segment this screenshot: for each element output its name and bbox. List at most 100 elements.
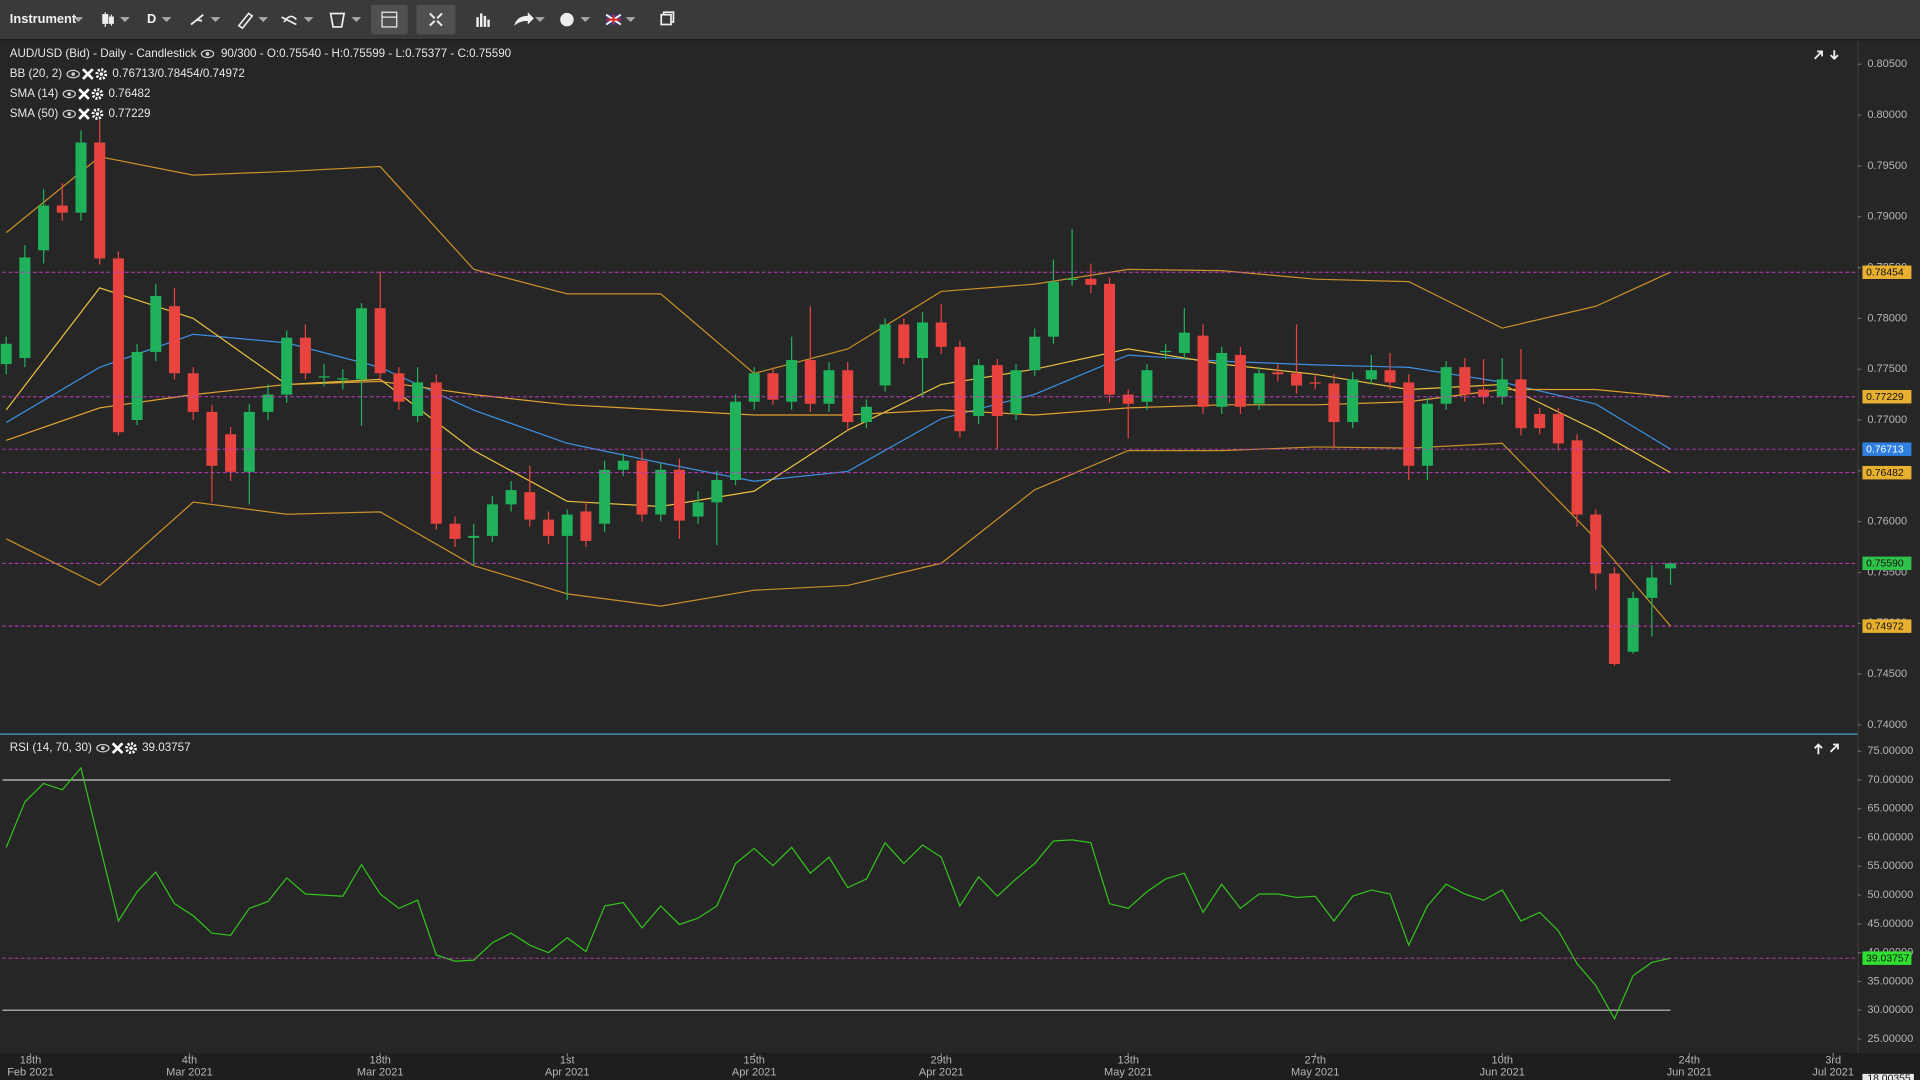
candle-body <box>1309 382 1321 384</box>
candle-body <box>75 142 87 213</box>
price-panel: 0.740000.745000.750000.755000.760000.765… <box>0 40 1912 1054</box>
x-tick-label: 15th Apr 2021 <box>732 1054 777 1078</box>
candle-body <box>131 351 143 421</box>
candle-body <box>1029 336 1041 371</box>
level-label: 0.76713 <box>1866 445 1904 456</box>
level-label: 0.77229 <box>1866 392 1904 403</box>
candle-body <box>767 373 779 400</box>
rsi-panel: 25.0000030.0000035.0000040.0000045.00000… <box>0 741 1920 1080</box>
settings-icon <box>95 92 100 96</box>
chart-type-button[interactable] <box>102 12 114 27</box>
x-tick-label: 24th Jun 2021 <box>1667 1054 1712 1078</box>
candle-body <box>542 519 555 536</box>
theme-button[interactable] <box>560 12 574 27</box>
indicator-name: RSI (14, 70, 30) <box>10 741 92 754</box>
level-label-bg <box>1862 951 1912 965</box>
indicator-value: 0.77229 <box>108 107 150 120</box>
candle-body <box>430 382 442 524</box>
candle-body <box>561 514 573 536</box>
candle-body <box>617 460 629 470</box>
y-tick-label: 60.00000 <box>1867 831 1913 843</box>
candle-body <box>1178 332 1190 353</box>
eye-icon <box>66 69 80 79</box>
candle-body <box>468 535 480 538</box>
candle-body <box>187 373 199 412</box>
level-label-bg <box>1862 265 1912 279</box>
eye-icon <box>67 92 72 96</box>
level-label-bg <box>1862 619 1912 633</box>
candle-body <box>711 479 723 503</box>
candle-body <box>1253 373 1265 404</box>
candle-body <box>823 370 835 404</box>
y-tick-label: 0.79000 <box>1867 211 1907 223</box>
y-tick-label: 0.77500 <box>1867 363 1907 375</box>
dropdown-arrow <box>580 17 591 23</box>
candle-body <box>262 394 274 412</box>
layout-button[interactable] <box>371 4 408 35</box>
candle-body <box>748 373 760 402</box>
x-tick-label-line: Feb 2021 <box>7 1067 54 1079</box>
x-tick-label-line: Apr 2021 <box>919 1067 964 1079</box>
y-tick-label: 0.80500 <box>1867 58 1907 70</box>
eye-icon <box>205 52 210 56</box>
x-tick-label-line: 18th <box>20 1054 41 1066</box>
candle-body <box>56 205 68 213</box>
candle-body <box>243 411 255 472</box>
candle-body <box>505 490 517 505</box>
indicator-value: 0.76482 <box>108 87 150 100</box>
y-tick-label: 45.00000 <box>1867 918 1913 930</box>
candle-body <box>692 502 704 517</box>
y-tick-label: 25.00000 <box>1867 1033 1913 1045</box>
x-axis-band <box>0 1053 1920 1080</box>
candle-body <box>1085 278 1097 285</box>
candle-body <box>1365 370 1377 380</box>
candle-body <box>1590 514 1602 574</box>
language-button[interactable] <box>605 13 622 26</box>
candle-body <box>599 469 611 524</box>
dropdown-arrow <box>351 17 362 23</box>
candle-body <box>860 406 872 423</box>
candle-body <box>673 469 685 521</box>
draw-tool[interactable] <box>237 12 254 30</box>
y-tick-label: 30.00000 <box>1867 1004 1913 1016</box>
indicator-value: 39.03757 <box>142 741 191 754</box>
candle-body <box>1665 563 1677 569</box>
candle-body <box>1421 403 1433 466</box>
candle-body <box>355 308 368 380</box>
settings-icon <box>91 108 104 120</box>
timeframe-button[interactable]: D <box>147 11 156 26</box>
dropdown-arrow <box>73 17 84 23</box>
candle-body <box>580 511 592 541</box>
indicator-value: 0.76713/0.78454/0.74972 <box>112 67 245 80</box>
level-label: 0.75590 <box>1866 559 1904 570</box>
line-tool[interactable] <box>190 13 204 26</box>
candle-body <box>299 337 311 374</box>
x-tick-label-line: Apr 2021 <box>545 1067 590 1079</box>
x-tick-label: 18th Feb 2021 <box>7 1054 54 1078</box>
fullscreen-button[interactable] <box>416 4 456 35</box>
candle-body <box>1403 382 1415 466</box>
candle-body <box>1496 379 1508 397</box>
fib-tool[interactable] <box>281 15 297 26</box>
settings-icon <box>91 88 104 100</box>
x-tick-label-line: May 2021 <box>1104 1067 1152 1079</box>
remove-icon <box>82 68 94 80</box>
y-tick-label: 75.00000 <box>1867 745 1913 757</box>
level-label-bg <box>1862 556 1912 571</box>
y-tick-label: 50.00000 <box>1867 889 1913 901</box>
y-tick-label: 70.00000 <box>1867 774 1913 786</box>
candle-body <box>38 205 50 251</box>
delete-tool[interactable] <box>329 12 346 28</box>
instrument-button[interactable]: Instrument <box>10 11 77 26</box>
popout-button[interactable] <box>660 11 675 26</box>
x-tick-label-line: 29th <box>930 1054 951 1066</box>
panel-controls[interactable] <box>1814 743 1839 755</box>
share-button[interactable] <box>514 12 534 26</box>
candle-body <box>1047 281 1059 337</box>
indicators-button[interactable] <box>476 13 490 27</box>
panel-controls[interactable] <box>1814 50 1839 61</box>
candle-body <box>281 337 293 395</box>
candle-body <box>19 257 31 359</box>
x-tick-label: 27th May 2021 <box>1291 1054 1339 1078</box>
